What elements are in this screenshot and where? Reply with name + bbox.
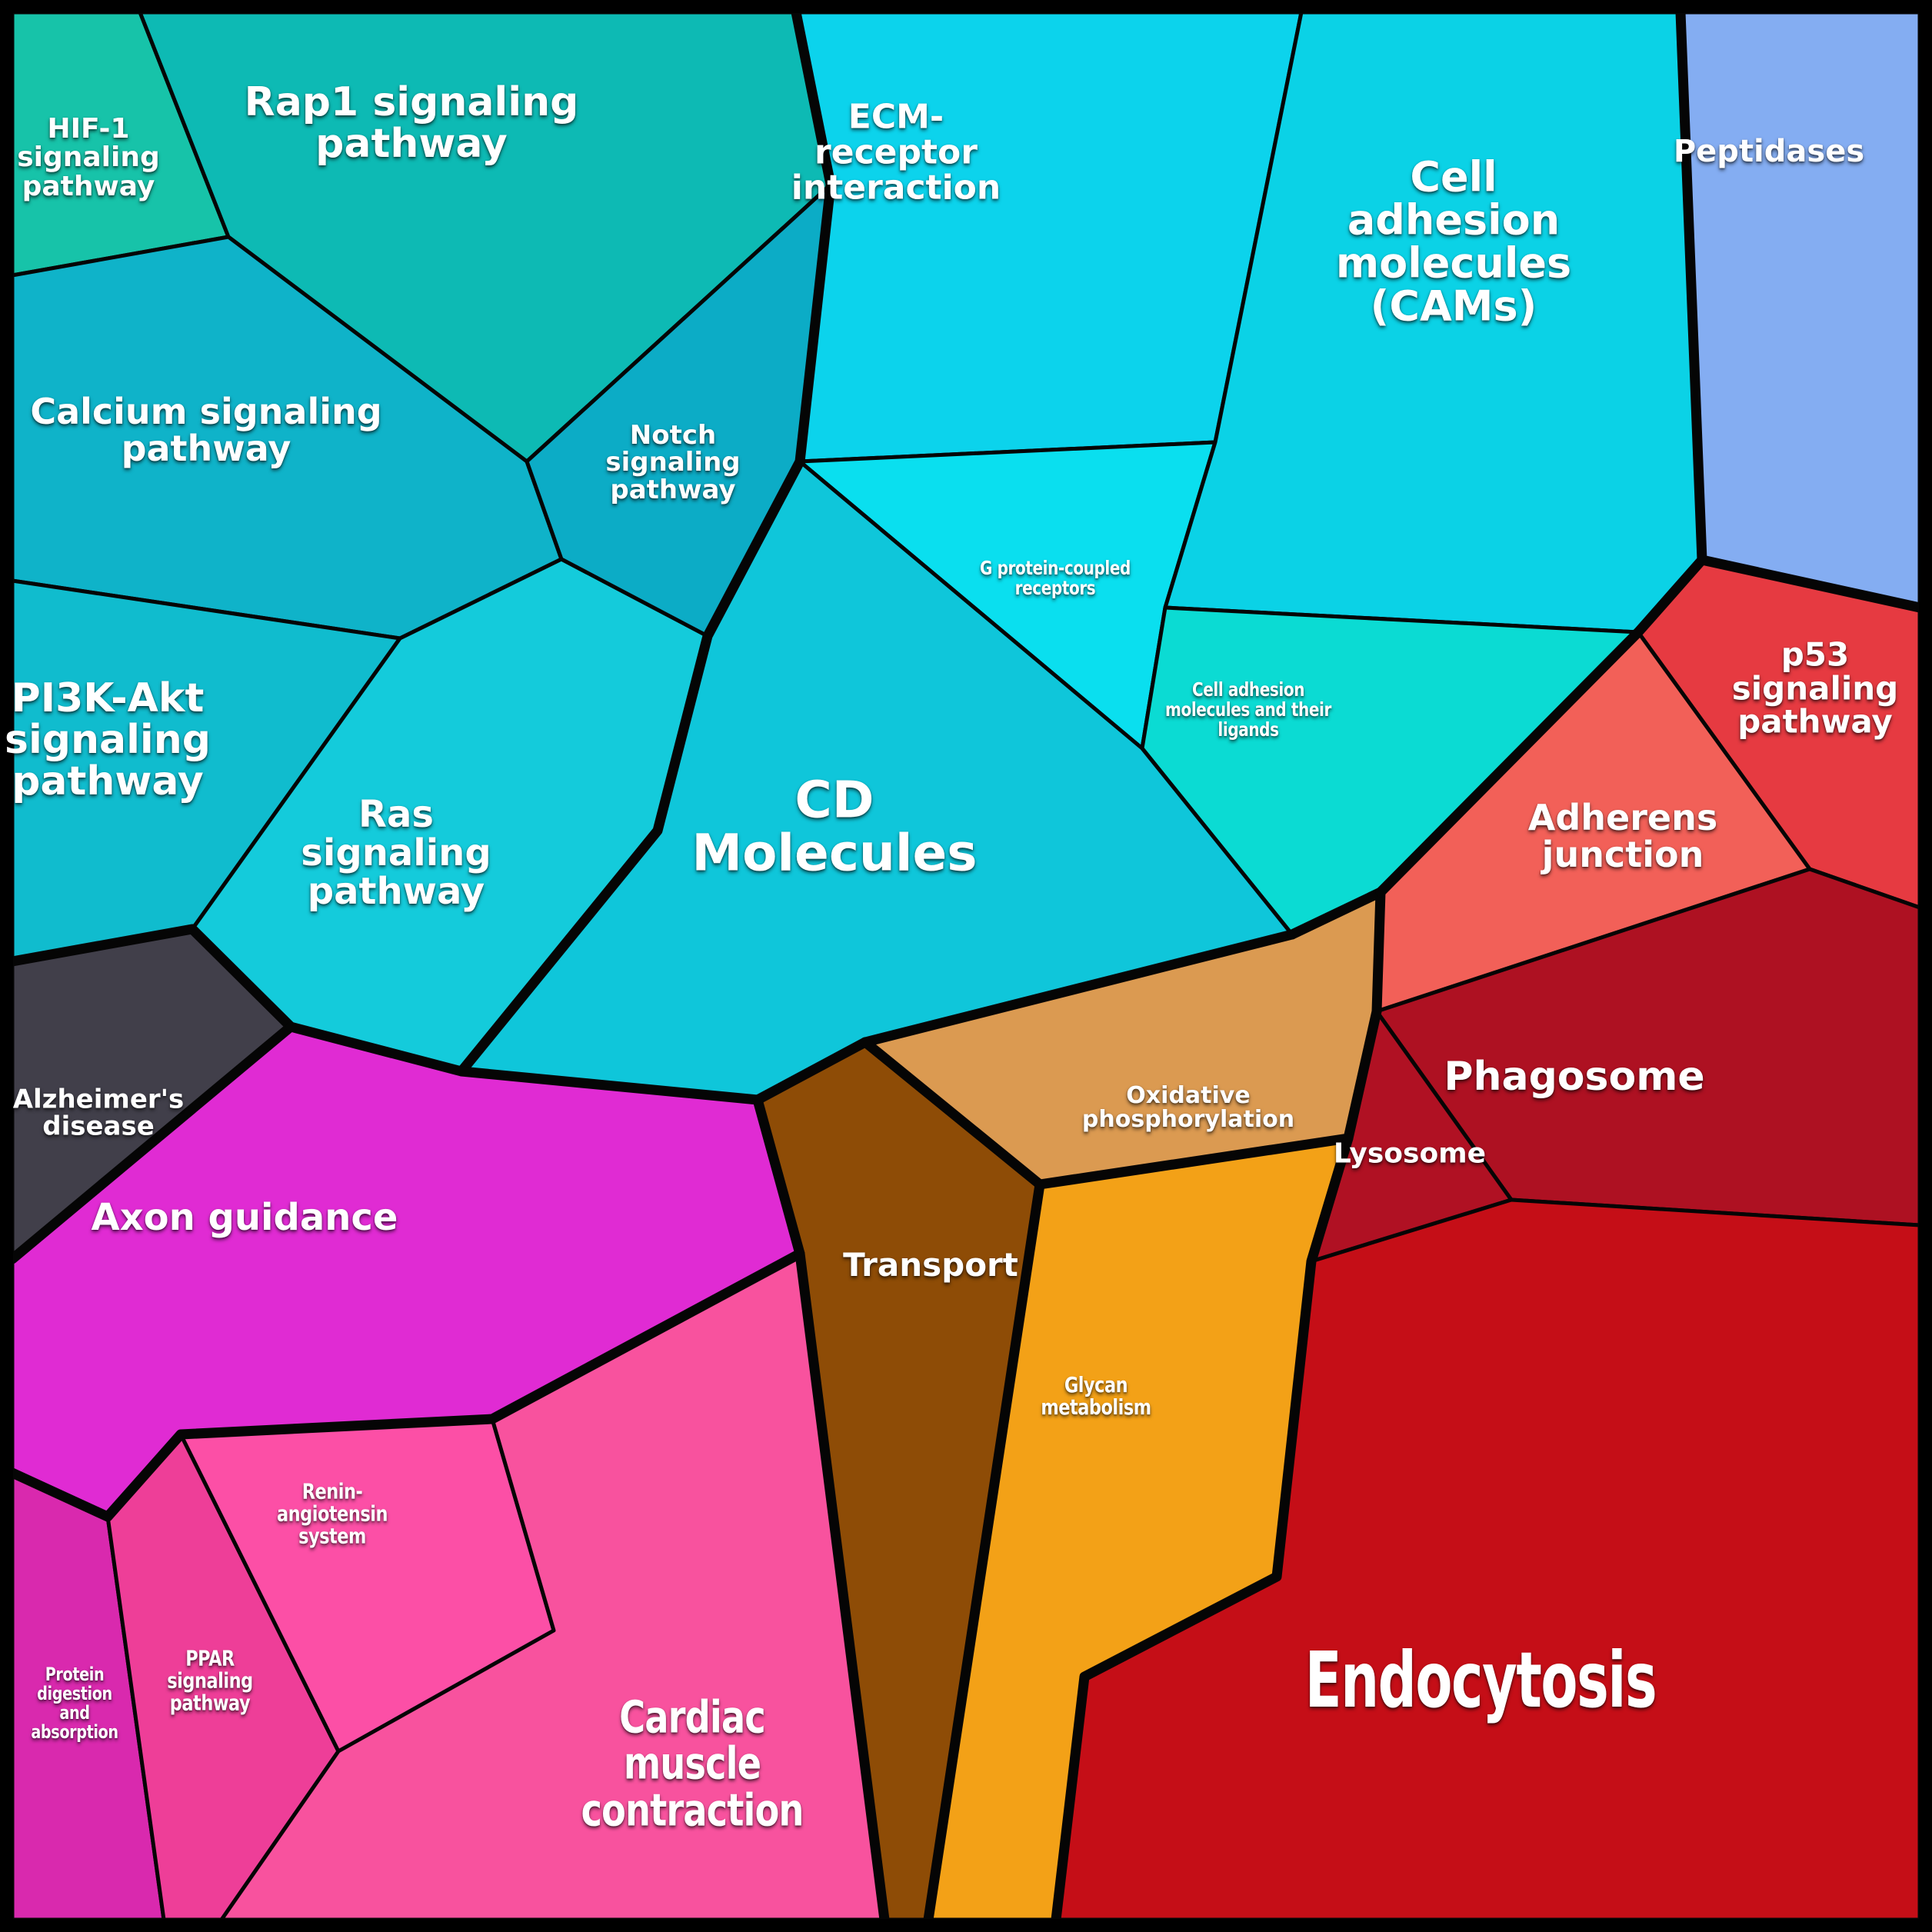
cluster-boundary-8	[1375, 555, 1707, 898]
cluster-boundary-1	[7, 924, 296, 1264]
cluster-boundary-7	[1051, 1133, 1354, 1925]
cluster-boundaries	[7, 7, 1925, 1925]
cluster-boundary-0	[456, 7, 836, 1077]
cluster-boundary-5	[794, 1248, 890, 1925]
cluster-boundary-9	[1675, 7, 1925, 613]
cluster-boundary-6	[1034, 887, 1386, 1190]
treemap-cells	[10, 10, 1922, 1922]
cell-peptidases[interactable]	[1678, 10, 1922, 610]
cluster-boundary-2	[7, 1021, 805, 1522]
